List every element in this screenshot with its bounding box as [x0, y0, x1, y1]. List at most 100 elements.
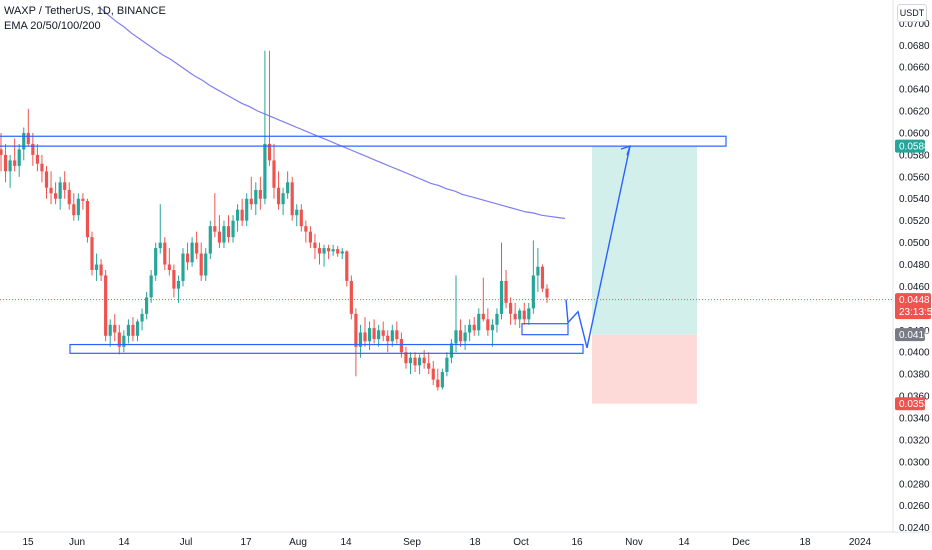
- candle: [76, 193, 80, 221]
- candle: [154, 242, 158, 281]
- candle: [258, 176, 262, 210]
- candle: [458, 319, 463, 347]
- candle: [135, 319, 140, 342]
- price-tick: 0.0400: [899, 348, 930, 359]
- candle: [395, 321, 399, 344]
- candle: [35, 143, 39, 172]
- candle: [540, 264, 545, 292]
- price-badges: 0.0588 0.0448 23:13:57 0.0416 0.0353: [895, 139, 932, 411]
- candle: [468, 319, 472, 342]
- candle: [518, 308, 522, 329]
- candle: [495, 308, 499, 333]
- projected-path[interactable]: [565, 145, 631, 348]
- candle: [313, 233, 317, 260]
- price-tick: 0.0680: [899, 41, 930, 52]
- time-tick: 18: [469, 537, 481, 548]
- price-tick: 0.0580: [899, 150, 930, 161]
- candle: [40, 154, 44, 183]
- price-tick: 0.0480: [899, 260, 930, 271]
- price-tick: 0.0600: [899, 128, 930, 139]
- candle: [490, 319, 494, 347]
- candle: [536, 248, 540, 292]
- candle: [149, 270, 153, 303]
- candle: [477, 308, 481, 336]
- candle: [26, 108, 30, 147]
- support-box[interactable]: [69, 343, 584, 354]
- stop-badge-label: 0.0353: [899, 399, 930, 410]
- candle: [217, 215, 221, 249]
- candle: [3, 143, 8, 183]
- candle: [140, 308, 144, 331]
- trend-drawings[interactable]: [0, 135, 727, 354]
- candle: [145, 291, 149, 320]
- candle: [308, 226, 312, 249]
- candle: [295, 204, 299, 227]
- time-tick: Nov: [625, 537, 643, 548]
- candle: [163, 237, 167, 270]
- candle: [509, 297, 513, 325]
- symbol-title[interactable]: WAXP / TetherUS, 1D, BINANCE: [4, 5, 166, 17]
- time-tick: 18: [799, 537, 811, 548]
- target-badge-label: 0.0588: [899, 142, 930, 153]
- candle: [372, 319, 376, 344]
- candle: [185, 242, 190, 270]
- time-tick: 14: [118, 537, 130, 548]
- indicator-label[interactable]: EMA 20/50/100/200: [4, 20, 101, 32]
- candle: [90, 231, 94, 276]
- candle: [254, 182, 258, 216]
- candle: [436, 368, 440, 391]
- candle: [49, 171, 53, 205]
- candle: [108, 319, 112, 347]
- time-tick: 14: [340, 537, 352, 548]
- candle: [454, 275, 458, 353]
- candle: [336, 245, 340, 257]
- consolidation-box[interactable]: [521, 323, 569, 336]
- candle: [54, 182, 58, 205]
- resistance-box[interactable]: [0, 135, 727, 147]
- candle: [172, 264, 176, 298]
- price-tick: 0.0560: [899, 172, 930, 183]
- candle: [94, 253, 99, 281]
- loss-zone[interactable]: [592, 334, 697, 404]
- time-axis[interactable]: 15 Jun 14 Jul 17 Aug 14 Sep 18 Oct 16 Nov 14 Dec 18 202…: [22, 537, 871, 548]
- candle: [31, 132, 35, 166]
- stop-badge: 0.0353: [895, 397, 930, 411]
- candle: [222, 220, 226, 249]
- candle: [240, 198, 244, 227]
- current-badge-price: 0.0448: [899, 295, 930, 306]
- candle: [17, 143, 21, 177]
- price-tick: 0.0700: [899, 19, 930, 30]
- candle: [267, 50, 272, 166]
- candle: [22, 127, 26, 161]
- candle: [304, 220, 308, 243]
- currency-button[interactable]: USDT: [897, 4, 927, 22]
- candle: [472, 317, 476, 336]
- candle: [276, 171, 281, 210]
- time-tick: Sep: [403, 537, 421, 548]
- candle: [331, 244, 335, 256]
- time-tick: Jul: [180, 537, 193, 548]
- candle: [63, 171, 67, 199]
- price-tick: 0.0240: [899, 523, 930, 534]
- candle: [190, 237, 194, 267]
- price-tick: 0.0320: [899, 435, 930, 446]
- candle: [445, 352, 449, 377]
- candle: [290, 176, 294, 221]
- candle: [67, 182, 71, 210]
- candle: [58, 176, 62, 210]
- entry-badge: 0.0416: [895, 328, 930, 342]
- profit-zone[interactable]: [592, 146, 697, 335]
- candle: [44, 165, 49, 199]
- price-tick: 0.0540: [899, 194, 930, 205]
- candle: [99, 259, 103, 281]
- time-tick: Oct: [513, 537, 529, 548]
- candle: [386, 330, 390, 353]
- price-axis[interactable]: 0.0700 0.0680 0.0660 0.0640 0.0620 0.0600 0.05…: [899, 19, 930, 534]
- price-tick: 0.0360: [899, 392, 930, 403]
- candle: [81, 193, 85, 210]
- time-tick: 16: [571, 537, 583, 548]
- candle: [236, 204, 240, 232]
- candle: [527, 302, 531, 325]
- candle: [0, 132, 3, 172]
